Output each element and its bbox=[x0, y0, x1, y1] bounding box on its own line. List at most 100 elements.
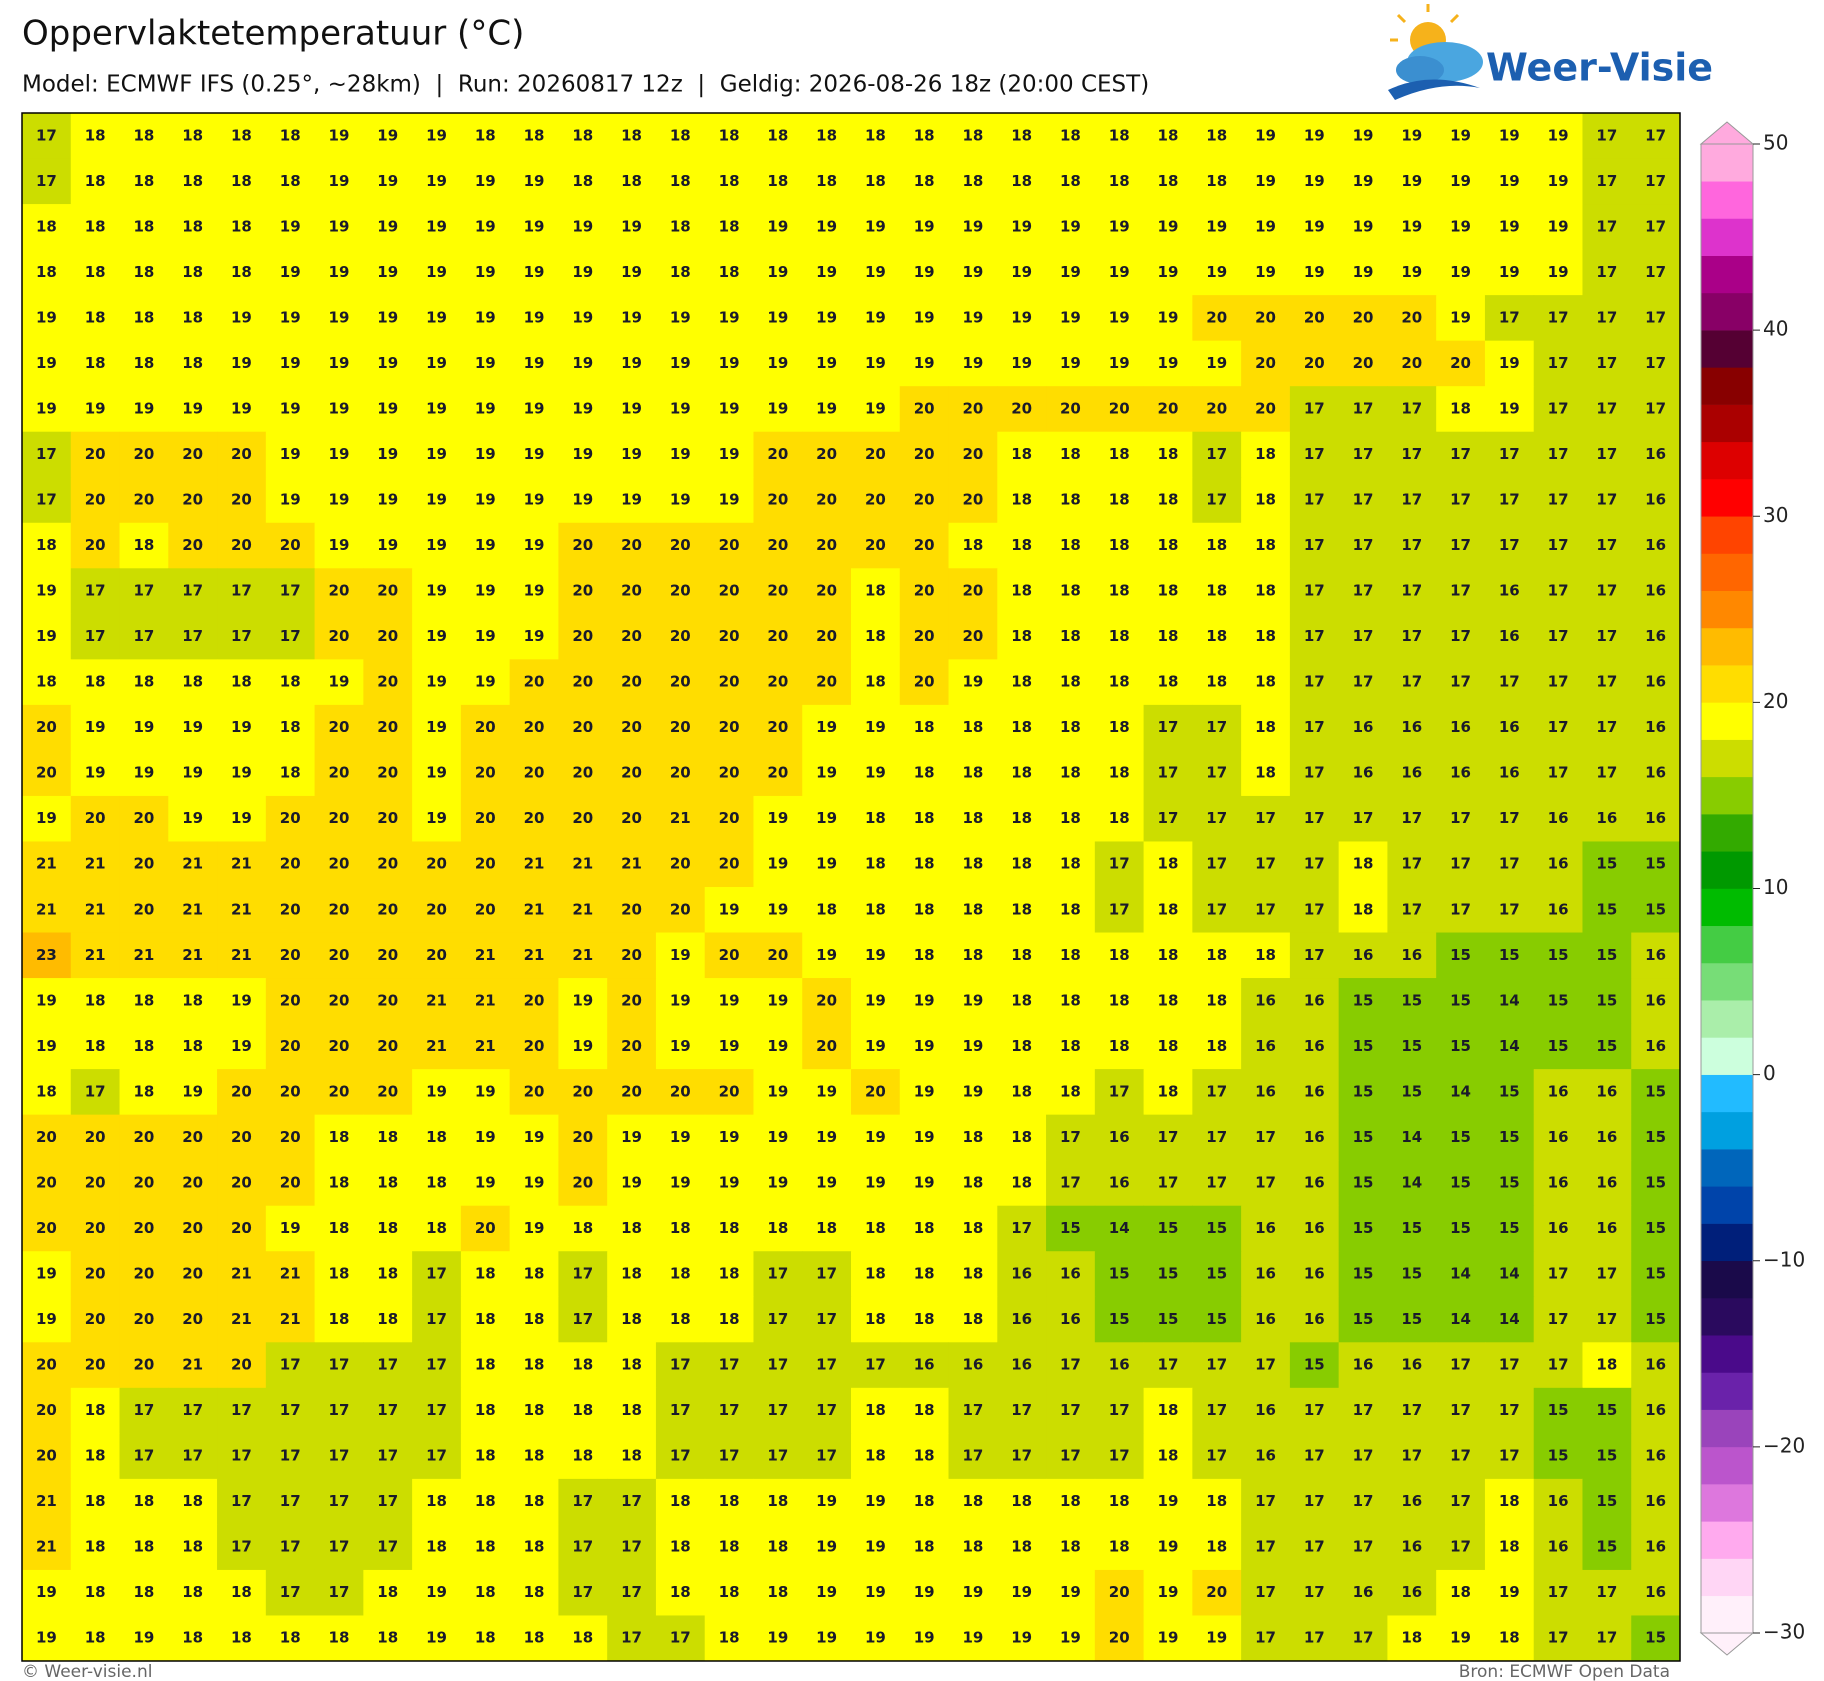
cell-label: 15 bbox=[1645, 1082, 1666, 1100]
temperature-cell bbox=[899, 1296, 950, 1343]
cell-label: 19 bbox=[524, 1173, 545, 1191]
cell-label: 16 bbox=[1353, 1583, 1374, 1601]
temperature-cell bbox=[22, 1205, 72, 1252]
temperature-cell bbox=[997, 1342, 1047, 1389]
temperature-cell bbox=[997, 431, 1047, 478]
cell-label: 17 bbox=[85, 582, 106, 600]
temperature-cell bbox=[460, 841, 511, 888]
temperature-cell bbox=[363, 932, 413, 979]
temperature-cell bbox=[1387, 1114, 1437, 1161]
temperature-cell bbox=[1484, 1387, 1535, 1434]
cell-label: 17 bbox=[1499, 1356, 1520, 1374]
cell-label: 18 bbox=[865, 627, 886, 645]
cell-label: 17 bbox=[1548, 1629, 1569, 1647]
temperature-cell bbox=[704, 249, 754, 296]
cell-label: 17 bbox=[719, 1401, 740, 1419]
temperature-cell bbox=[1289, 750, 1340, 797]
cell-label: 18 bbox=[914, 946, 935, 964]
cell-label: 20 bbox=[816, 991, 837, 1009]
cell-label: 17 bbox=[1596, 354, 1617, 372]
cell-label: 17 bbox=[280, 1583, 301, 1601]
cell-label: 16 bbox=[1304, 1037, 1325, 1055]
cell-label: 19 bbox=[1011, 354, 1032, 372]
cell-label: 21 bbox=[36, 1492, 57, 1510]
cell-label: 17 bbox=[1304, 1447, 1325, 1465]
temperature-cell bbox=[655, 750, 706, 797]
temperature-cell bbox=[1484, 1478, 1535, 1525]
temperature-cell bbox=[1533, 978, 1583, 1025]
cell-label: 17 bbox=[1158, 809, 1179, 827]
cell-label: 18 bbox=[914, 1265, 935, 1283]
temperature-cell bbox=[558, 1569, 608, 1616]
cell-label: 17 bbox=[1353, 809, 1374, 827]
cell-label: 18 bbox=[1060, 809, 1081, 827]
temperature-cell bbox=[704, 887, 754, 934]
cell-label: 18 bbox=[962, 855, 983, 873]
temperature-cell bbox=[314, 1569, 364, 1616]
temperature-cell bbox=[412, 1251, 462, 1298]
temperature-cell bbox=[314, 522, 364, 569]
temperature-cell bbox=[22, 204, 72, 251]
temperature-cell bbox=[509, 113, 559, 160]
cell-label: 17 bbox=[1450, 1492, 1471, 1510]
cell-label: 15 bbox=[1596, 946, 1617, 964]
temperature-cell bbox=[948, 477, 998, 524]
cell-label: 20 bbox=[1255, 308, 1276, 326]
cell-label: 19 bbox=[962, 1037, 983, 1055]
temperature-cell bbox=[1289, 431, 1340, 478]
temperature-cell bbox=[217, 204, 267, 251]
temperature-cell bbox=[1143, 1160, 1193, 1207]
cell-label: 19 bbox=[914, 308, 935, 326]
temperature-cell bbox=[558, 431, 608, 478]
cell-label: 17 bbox=[1206, 1401, 1227, 1419]
cell-label: 15 bbox=[1450, 1128, 1471, 1146]
temperature-cell bbox=[1631, 1342, 1681, 1389]
cell-label: 20 bbox=[767, 445, 788, 463]
temperature-cell bbox=[265, 158, 316, 205]
cell-label: 18 bbox=[1255, 673, 1276, 691]
cell-label: 15 bbox=[1353, 1128, 1374, 1146]
temperature-cell bbox=[119, 750, 169, 797]
cell-label: 19 bbox=[816, 1492, 837, 1510]
temperature-cell bbox=[1289, 1069, 1340, 1116]
temperature-cell bbox=[217, 704, 267, 751]
temperature-cell bbox=[22, 978, 72, 1025]
temperature-cell bbox=[265, 932, 316, 979]
temperature-cell bbox=[22, 1296, 72, 1343]
cell-label: 18 bbox=[962, 172, 983, 190]
temperature-cell bbox=[509, 1433, 559, 1480]
cell-label: 18 bbox=[914, 718, 935, 736]
temperature-cell bbox=[655, 613, 706, 660]
temperature-cell bbox=[1387, 978, 1437, 1025]
cell-label: 15 bbox=[1353, 1219, 1374, 1237]
cell-label: 21 bbox=[621, 855, 642, 873]
temperature-cell bbox=[558, 386, 608, 433]
cell-label: 18 bbox=[475, 1583, 496, 1601]
temperature-cell bbox=[1582, 1478, 1632, 1525]
temperature-cell bbox=[363, 1160, 413, 1207]
temperature-cell bbox=[22, 613, 72, 660]
temperature-cell bbox=[412, 1023, 462, 1070]
cell-label: 16 bbox=[1401, 764, 1422, 782]
temperature-cell bbox=[1289, 1433, 1340, 1480]
temperature-cell bbox=[1533, 568, 1583, 615]
cell-label: 19 bbox=[524, 354, 545, 372]
cell-label: 17 bbox=[1596, 1583, 1617, 1601]
cell-label: 18 bbox=[1109, 991, 1130, 1009]
temperature-cell bbox=[607, 887, 657, 934]
cell-label: 20 bbox=[377, 809, 398, 827]
temperature-cell bbox=[1582, 932, 1632, 979]
temperature-cell bbox=[1387, 704, 1437, 751]
cell-label: 19 bbox=[377, 354, 398, 372]
cell-label: 19 bbox=[1158, 1629, 1179, 1647]
cell-label: 16 bbox=[1499, 718, 1520, 736]
temperature-cell bbox=[1046, 795, 1096, 842]
cell-label: 16 bbox=[962, 1356, 983, 1374]
temperature-cell bbox=[119, 659, 169, 706]
temperature-cell bbox=[558, 1387, 608, 1434]
temperature-cell bbox=[1484, 1342, 1535, 1389]
temperature-cell bbox=[899, 1524, 950, 1571]
cell-label: 19 bbox=[816, 1629, 837, 1647]
colorbar-band bbox=[1701, 181, 1753, 219]
cell-label: 18 bbox=[377, 1310, 398, 1328]
